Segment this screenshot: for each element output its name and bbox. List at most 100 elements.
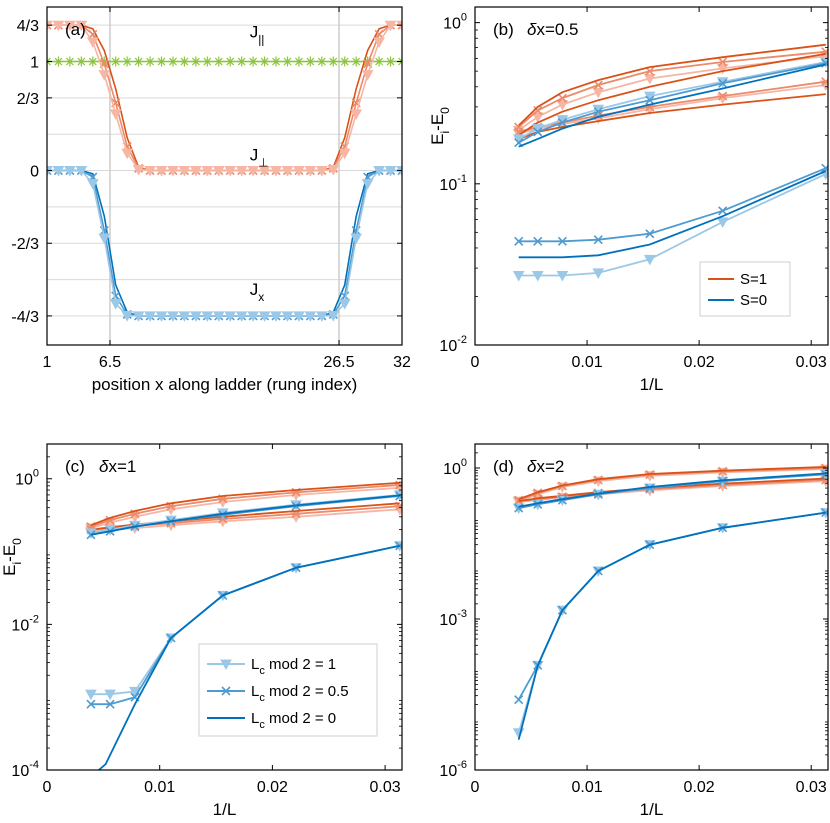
data-point xyxy=(531,270,544,282)
data-point xyxy=(340,291,350,301)
series-line xyxy=(518,472,826,508)
y-tick-label: 0 xyxy=(30,164,39,181)
data-point xyxy=(201,311,214,322)
data-point xyxy=(64,20,76,32)
x-tick-label: 0 xyxy=(471,354,480,371)
data-point xyxy=(64,56,75,67)
panel-d: 0 0.01 0.02 0.03 100 10-3 10-6 (d) δx=2 1/L xyxy=(439,443,829,819)
data-point xyxy=(122,56,133,67)
data-point xyxy=(86,37,99,48)
y-tick-label: 4/3 xyxy=(17,18,39,35)
data-point xyxy=(235,311,248,322)
series-line xyxy=(518,43,826,127)
data-point xyxy=(132,311,145,322)
data-point xyxy=(247,311,259,322)
data-point xyxy=(167,166,179,177)
x-tick-label: 0.02 xyxy=(257,779,288,796)
series-line xyxy=(518,173,827,277)
data-point xyxy=(557,117,567,128)
x-tick-label: 0.02 xyxy=(684,779,715,796)
data-point xyxy=(643,74,656,85)
y-tick-label: 2/3 xyxy=(17,91,39,108)
data-point xyxy=(86,699,96,709)
data-point xyxy=(235,166,248,177)
data-point xyxy=(111,291,121,301)
data-point xyxy=(718,57,728,67)
x-tick-label: 0.03 xyxy=(796,354,827,371)
data-point xyxy=(121,311,134,322)
data-point xyxy=(718,91,728,101)
data-point xyxy=(339,56,350,67)
data-point xyxy=(144,166,156,177)
data-point xyxy=(224,311,237,322)
legend-label: Lc mod 2 = 0.5 xyxy=(251,683,349,704)
data-point xyxy=(514,695,524,705)
series-group xyxy=(85,480,402,770)
x-tick-label: 0.01 xyxy=(144,779,175,796)
data-point xyxy=(104,689,116,701)
data-point xyxy=(87,56,98,67)
data-point xyxy=(327,311,340,322)
data-point xyxy=(144,311,156,322)
data-point xyxy=(718,78,728,88)
panel-label: (d) xyxy=(493,457,514,476)
x-tick-label: 0.01 xyxy=(571,354,602,371)
x-tick-label: 0 xyxy=(471,779,480,796)
plot-frame xyxy=(46,443,403,771)
data-point xyxy=(373,37,385,48)
panel-a: 1 6.5 26.5 32 4/3 1 2/3 0 -2/3 -4/3 (a) position x … xyxy=(11,6,411,394)
data-point xyxy=(338,299,351,310)
data-point xyxy=(316,56,327,67)
panel-title: δx=0.5 xyxy=(527,20,579,39)
data-point xyxy=(201,166,214,177)
data-point xyxy=(385,56,396,67)
data-point xyxy=(327,164,340,176)
data-point xyxy=(593,107,603,117)
data-point xyxy=(218,510,228,520)
y-axis-label: Ei-E0 xyxy=(428,107,452,145)
data-point xyxy=(293,56,304,67)
series-group xyxy=(512,463,828,740)
data-point xyxy=(98,70,111,81)
data-point xyxy=(248,56,259,67)
data-point xyxy=(270,311,282,322)
panel-b: 0 0.01 0.02 0.03 100 10-1 10-2 (b) δx=0.5 1/L Ei-E… xyxy=(428,6,829,394)
data-point xyxy=(155,166,168,177)
data-point xyxy=(533,127,543,137)
y-tick-label: 10-1 xyxy=(439,173,467,194)
x-tick-label: 26.5 xyxy=(323,354,354,371)
data-point xyxy=(592,87,605,99)
data-point xyxy=(643,254,656,266)
data-point xyxy=(384,20,397,32)
data-point xyxy=(64,166,76,177)
data-point xyxy=(110,56,121,67)
series-line xyxy=(47,24,402,172)
data-point xyxy=(645,95,655,105)
data-point xyxy=(212,166,225,177)
data-point xyxy=(533,236,543,246)
series-line xyxy=(518,170,827,259)
data-point xyxy=(179,56,190,67)
panel-c: 0 0.01 0.02 0.03 100 10-2 10-4 (c) δx=1 1/L Ei-E0 L… xyxy=(0,443,403,819)
x-axis-label: 1/L xyxy=(640,375,664,394)
data-point xyxy=(531,112,544,123)
series-line xyxy=(517,511,826,733)
data-point xyxy=(212,311,225,322)
data-point xyxy=(225,56,236,67)
data-point xyxy=(178,311,191,322)
y-tick-label: -4/3 xyxy=(11,309,39,326)
series-line xyxy=(518,53,826,137)
data-point xyxy=(281,166,294,177)
data-point xyxy=(98,233,111,245)
panel-title: δx=1 xyxy=(99,457,136,476)
series-group xyxy=(47,20,402,322)
x-tick-label: 0.02 xyxy=(684,354,715,371)
series-line xyxy=(518,466,826,501)
x-tick-label: 0 xyxy=(43,779,52,796)
x-tick-label: 0.03 xyxy=(796,779,827,796)
data-point xyxy=(202,56,213,67)
data-point xyxy=(512,270,525,282)
series-line xyxy=(517,511,826,740)
data-point xyxy=(395,541,402,551)
data-point xyxy=(351,56,362,67)
